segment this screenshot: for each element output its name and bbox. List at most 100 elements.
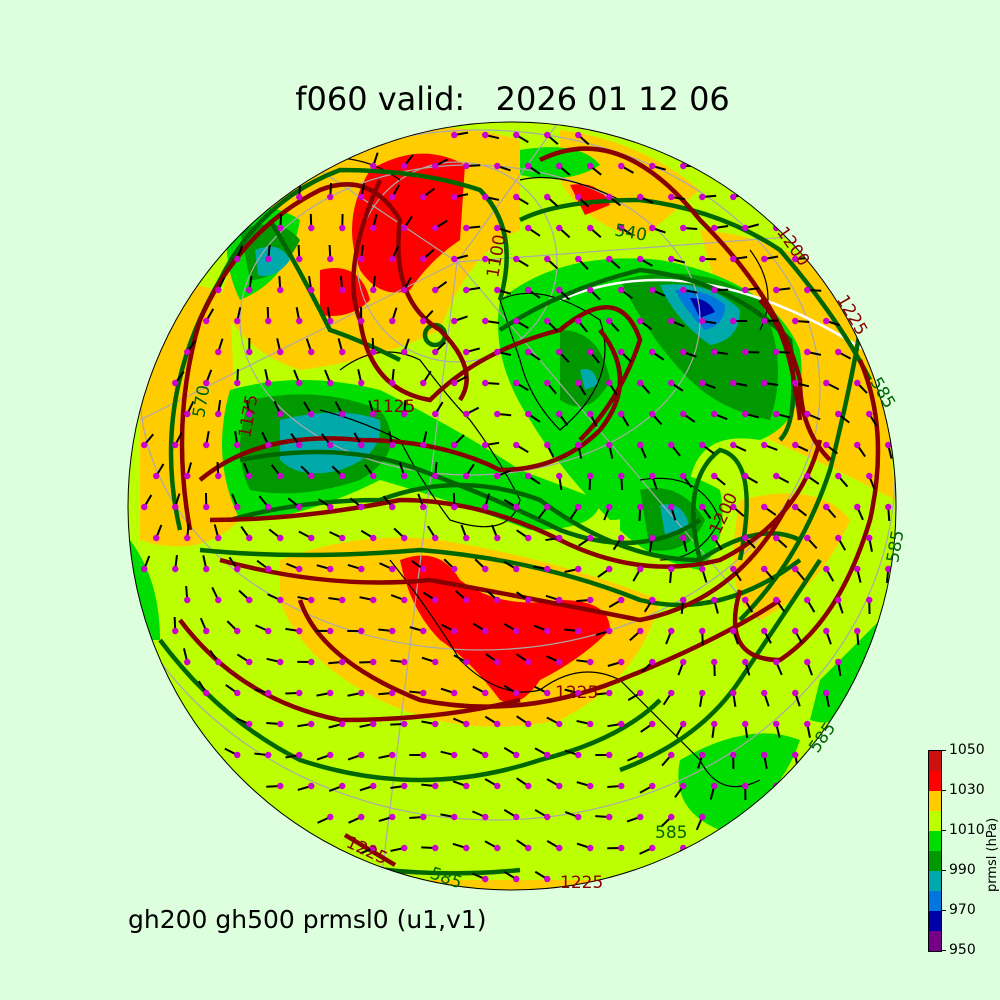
wind-barb-dot (668, 441, 675, 449)
wind-barb-dot (804, 720, 811, 728)
wind-barb-dot (339, 410, 346, 418)
wind-barb-dot (308, 782, 315, 790)
wind-barb-dot (587, 596, 594, 604)
wind-barb-dot (587, 224, 594, 232)
wind-barb-dot (234, 317, 241, 325)
wind-barb-dot (246, 348, 253, 356)
wind-barb-dot (835, 658, 842, 666)
colorbar-segment (929, 751, 941, 771)
wind-barb-dot (575, 627, 582, 635)
wind-barb-dot (494, 286, 501, 294)
wind-barb-dot (234, 627, 241, 635)
colorbar-segment (929, 811, 941, 831)
wind-barb-dot (389, 565, 396, 573)
wind-barb-dot (494, 410, 501, 418)
wind-barb-dot (327, 317, 334, 325)
wind-barb-dot (575, 503, 582, 511)
wind-barb-dot (358, 813, 365, 821)
wind-barb-dot (556, 658, 563, 666)
wind-barb-dot (451, 565, 458, 573)
wind-barb-dot (742, 658, 749, 666)
wind-barb-dot (761, 317, 768, 325)
wind-barb-dot (482, 441, 489, 449)
wind-barb-dot (742, 534, 749, 542)
wind-barb-dot (804, 534, 811, 542)
globe-outline (127, 121, 897, 891)
colorbar-segment (929, 791, 941, 811)
wind-barb-dot (482, 689, 489, 697)
wind-barb-dot (277, 472, 284, 480)
wind-barb-dot (637, 379, 644, 387)
wind-barb-dot (823, 627, 830, 635)
wind-barb-dot (556, 410, 563, 418)
wind-barb-dot (358, 379, 365, 387)
wind-barb-dot (637, 503, 644, 511)
wind-barb-dot (184, 534, 191, 542)
wind-barb-dot (773, 596, 780, 604)
wind-barb-dot (401, 472, 408, 480)
wind-barb-dot (308, 224, 315, 232)
wind-barb-dot (339, 224, 346, 232)
wind-barb-dot (637, 317, 644, 325)
wind-barb-dot (699, 751, 706, 759)
wind-barb-dot (804, 472, 811, 480)
wind-barb-dot (792, 627, 799, 635)
wind-barb-dot (432, 410, 439, 418)
wind-barb-dot (401, 224, 408, 232)
wind-barb-dot (482, 379, 489, 387)
wind-barb-dot (420, 317, 427, 325)
wind-barb-dot (649, 472, 656, 480)
wind-barb-dot (432, 286, 439, 294)
wind-barb-dot (327, 379, 334, 387)
wind-barb-dot (296, 751, 303, 759)
wind-barb-dot (513, 689, 520, 697)
wind-barb-dot (432, 162, 439, 170)
wind-barb-dot (866, 348, 873, 356)
wind-barb-dot (215, 534, 222, 542)
wind-barb-dot (730, 379, 737, 387)
wind-barb-dot (370, 410, 377, 418)
wind-barb-dot (835, 596, 842, 604)
contour-label: 1225 (560, 873, 603, 893)
wind-barb-shaft (868, 351, 880, 364)
wind-barb-dot (370, 286, 377, 294)
wind-barb-shaft (866, 661, 871, 677)
wind-barb-dot (773, 534, 780, 542)
wind-barb-dot (680, 534, 687, 542)
wind-barb-dot (885, 565, 892, 573)
wind-barb-dot (327, 627, 334, 635)
wind-barb-dot (494, 658, 501, 666)
wind-barb-dot (587, 782, 594, 790)
wind-barb-dot (420, 689, 427, 697)
wind-barb-dot (699, 689, 706, 697)
wind-barb-dot (606, 565, 613, 573)
wind-barb-dot (370, 348, 377, 356)
wind-barb-dot (296, 317, 303, 325)
wind-barb-dot (234, 565, 241, 573)
wind-barb-dot (637, 193, 644, 201)
wind-barb-dot (277, 286, 284, 294)
wind-barb-dot (742, 410, 749, 418)
wind-barb-dot (401, 348, 408, 356)
colorbar-tick: 1050 (941, 741, 985, 759)
wind-barb-dot (835, 286, 842, 294)
wind-barb-dot (730, 565, 737, 573)
wind-barb-dot (172, 627, 179, 635)
wind-barb-dot (246, 720, 253, 728)
wind-barb-dot (711, 596, 718, 604)
wind-barb-dot (308, 596, 315, 604)
wind-barb-dot (482, 317, 489, 325)
wind-barb-dot (637, 689, 644, 697)
wind-barb-dot (637, 751, 644, 759)
wind-barb-dot (401, 410, 408, 418)
wind-barb-dot (525, 410, 532, 418)
wind-barb-dot (482, 875, 489, 883)
wind-barb-dot (525, 286, 532, 294)
wind-barb-dot (618, 410, 625, 418)
wind-barb-dot (432, 224, 439, 232)
wind-barb-dot (482, 131, 489, 139)
wind-barb-dot (854, 503, 861, 511)
wind-barb-dot (463, 844, 470, 852)
wind-barb-dot (556, 782, 563, 790)
wind-barb-dot (463, 224, 470, 232)
